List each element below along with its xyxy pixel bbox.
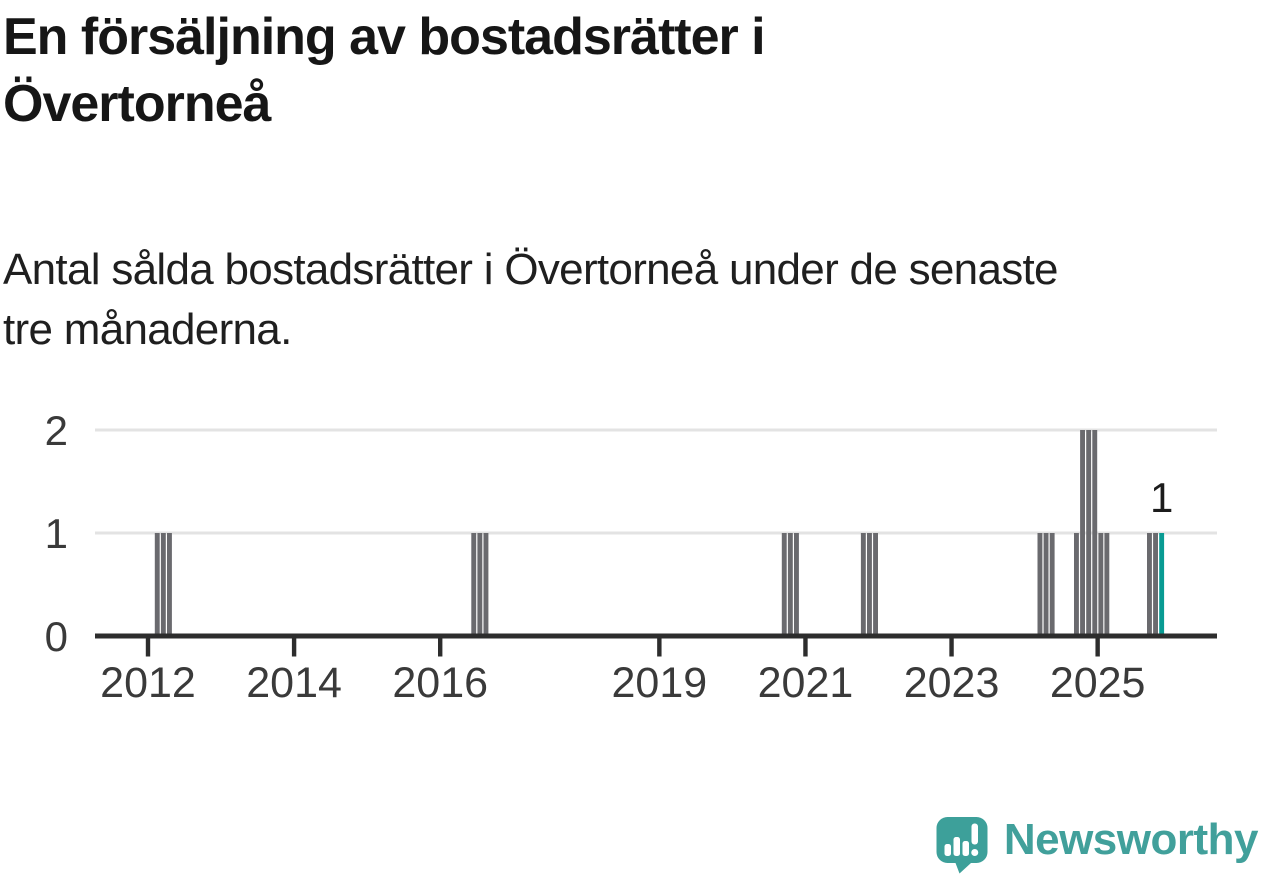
bar-2016-08 <box>483 533 489 636</box>
chart-subtitle: Antal sålda bostadsrätter i Övertorneå u… <box>3 245 1059 354</box>
bar-2020-11 <box>794 533 799 636</box>
bar-2012-02 <box>154 533 160 636</box>
bar-2012-03 <box>160 533 166 636</box>
logo-bar-3 <box>962 841 969 856</box>
bar-2024-10 <box>1080 430 1085 636</box>
bar-2024-05 <box>1049 533 1055 636</box>
bar-2012-04 <box>167 533 172 636</box>
x-axis-line <box>95 633 1217 639</box>
x-tick-label-2023: 2023 <box>904 659 1000 707</box>
gridline-y1 <box>95 531 1217 535</box>
bar-2021-12 <box>873 533 878 636</box>
bar-2021-11 <box>867 533 872 636</box>
x-tick-label-2014: 2014 <box>246 659 342 707</box>
x-axis-tick-2021 <box>803 638 808 657</box>
x-axis-tick-2019 <box>657 638 662 657</box>
x-axis-tick-2016 <box>438 638 443 657</box>
highlight-bar-2025-11 <box>1159 533 1165 636</box>
x-tick-label-2012: 2012 <box>100 659 196 707</box>
logo-exclamation-dot <box>971 849 979 856</box>
x-axis-tick-2012 <box>145 638 151 657</box>
x-tick-label-2021: 2021 <box>758 659 854 707</box>
bar-value-label: 1 <box>1150 474 1173 521</box>
logo-bar-1 <box>944 844 951 856</box>
y-tick-label-0: 0 <box>45 613 68 660</box>
brand-name: Newsworthy <box>1003 815 1259 864</box>
gridline-y2 <box>95 428 1217 432</box>
x-axis-tick-2025 <box>1095 638 1100 657</box>
chart-title: En försäljning av bostadsrätter i Överto… <box>3 8 766 133</box>
x-axis-tick-2023 <box>949 638 954 657</box>
bar-2024-03 <box>1037 533 1043 636</box>
bar-2025-10 <box>1153 533 1158 636</box>
x-tick-label-2016: 2016 <box>392 659 488 707</box>
bar-2020-09 <box>781 533 787 636</box>
bar-2016-06 <box>471 533 477 636</box>
newsworthy-logo-icon <box>936 817 988 874</box>
brand-logo: Newsworthy <box>935 815 1259 874</box>
bar-2021-10 <box>860 533 866 636</box>
logo-exclamation-bar <box>971 823 978 845</box>
x-axis-tick-2014 <box>291 638 297 657</box>
bar-2016-07 <box>477 533 483 636</box>
logo-bar-2 <box>953 837 960 856</box>
bar-2025-09 <box>1147 533 1152 636</box>
x-tick-label-2019: 2019 <box>612 659 708 707</box>
logo-bubble-shape <box>936 817 988 874</box>
y-tick-label-1: 1 <box>45 510 68 557</box>
bar-2020-10 <box>787 533 793 636</box>
bar-2025-01 <box>1098 533 1104 636</box>
y-tick-label-2: 2 <box>45 407 68 454</box>
bar-2024-11 <box>1086 430 1092 636</box>
bar-2025-02 <box>1104 533 1110 636</box>
bar-2024-09 <box>1074 533 1079 636</box>
bar-2024-12 <box>1092 430 1098 636</box>
bar-2024-04 <box>1043 533 1049 636</box>
x-tick-label-2025: 2025 <box>1050 659 1146 707</box>
